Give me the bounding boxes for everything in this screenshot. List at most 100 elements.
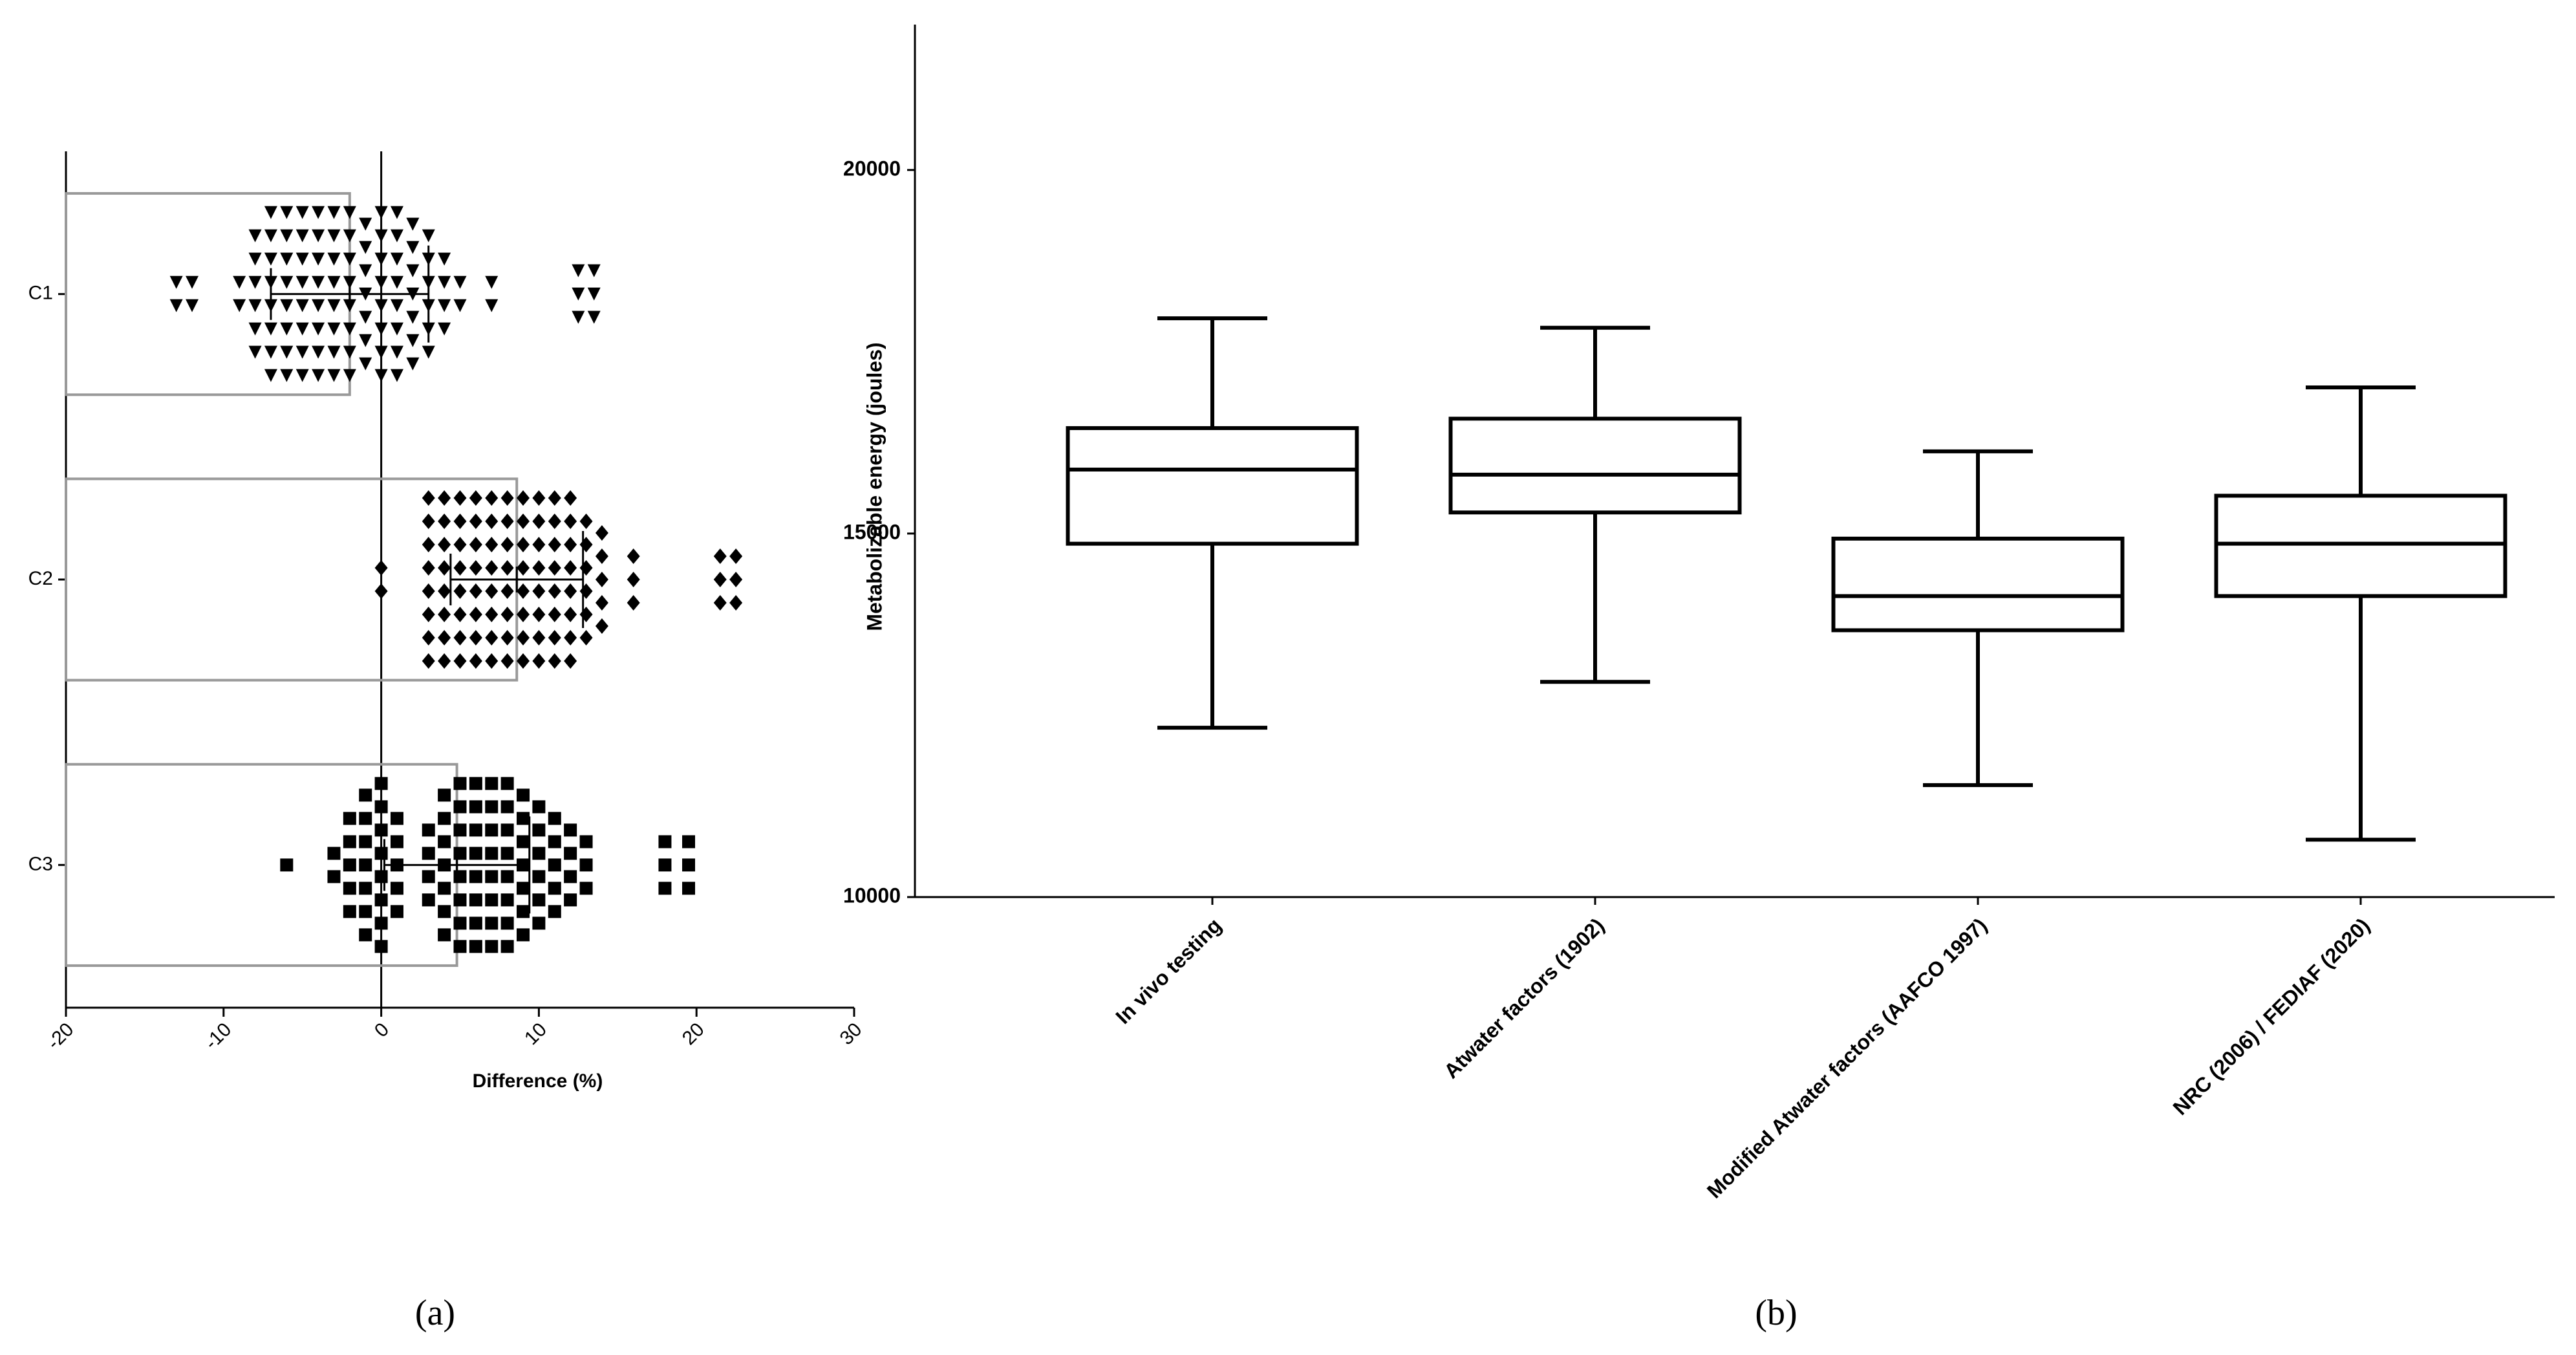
data-point xyxy=(374,583,388,599)
data-point xyxy=(264,322,277,336)
data-point xyxy=(438,322,451,336)
data-point xyxy=(390,206,403,219)
x-tick-label: Atwater factors (1902) xyxy=(1439,913,1609,1083)
data-point xyxy=(469,514,482,529)
data-point xyxy=(390,299,403,312)
data-point xyxy=(548,607,561,622)
data-point xyxy=(548,835,561,849)
data-point xyxy=(327,206,341,219)
data-point xyxy=(579,560,593,576)
data-point xyxy=(422,870,435,883)
x-tick-label: -20 xyxy=(43,1019,78,1054)
data-point xyxy=(485,916,499,930)
data-point xyxy=(374,322,388,336)
data-point xyxy=(280,252,294,266)
data-point xyxy=(595,595,608,611)
data-point xyxy=(422,630,435,645)
data-point xyxy=(438,812,451,825)
data-point xyxy=(406,310,420,324)
data-point xyxy=(500,607,514,622)
data-point xyxy=(572,287,585,301)
data-point xyxy=(587,264,601,277)
data-point xyxy=(374,299,388,312)
data-point xyxy=(406,357,420,371)
data-point xyxy=(532,653,546,669)
data-point xyxy=(374,369,388,382)
data-point xyxy=(374,777,388,790)
data-point xyxy=(469,607,482,622)
data-point xyxy=(485,847,499,860)
data-point xyxy=(280,858,294,872)
data-point xyxy=(500,514,514,529)
data-point xyxy=(327,276,341,289)
data-point xyxy=(438,630,451,645)
data-point xyxy=(359,858,372,872)
data-point xyxy=(548,905,561,918)
data-point xyxy=(469,893,482,907)
data-point xyxy=(729,595,743,611)
data-point xyxy=(682,882,696,895)
data-point xyxy=(548,882,561,895)
data-point xyxy=(327,252,341,266)
data-point xyxy=(532,823,546,837)
data-point xyxy=(312,345,325,359)
x-tick-label: NRC (2006) / FEDIAF (2020) xyxy=(2168,913,2374,1119)
data-point xyxy=(627,595,640,611)
data-point xyxy=(572,264,585,277)
data-point xyxy=(248,229,262,243)
data-point xyxy=(587,287,601,301)
data-point xyxy=(517,653,530,669)
data-point xyxy=(453,607,467,622)
data-point xyxy=(532,893,546,907)
data-point xyxy=(327,229,341,243)
data-point xyxy=(280,299,294,312)
data-point xyxy=(264,369,277,382)
data-point xyxy=(186,276,199,289)
data-point xyxy=(532,607,546,622)
data-point xyxy=(374,823,388,837)
data-point xyxy=(517,607,530,622)
y-tick-label: 20000 xyxy=(843,157,901,180)
data-point xyxy=(532,514,546,529)
data-point xyxy=(438,299,451,312)
data-point xyxy=(453,800,467,814)
data-point xyxy=(729,572,743,587)
data-point xyxy=(453,940,467,953)
data-point xyxy=(186,299,199,312)
data-point xyxy=(327,322,341,336)
data-point xyxy=(548,583,561,599)
data-point xyxy=(422,847,435,860)
data-point xyxy=(548,514,561,529)
data-point xyxy=(469,940,482,953)
data-point xyxy=(500,940,514,953)
data-point xyxy=(343,835,356,849)
data-point xyxy=(438,882,451,895)
data-point xyxy=(532,630,546,645)
data-point xyxy=(548,560,561,576)
data-point xyxy=(517,490,530,506)
panel-b: 10000 15000 20000 Metabolizable energy (jou… xyxy=(843,25,2555,1203)
data-point xyxy=(453,893,467,907)
data-point xyxy=(564,653,577,669)
data-point xyxy=(548,537,561,552)
data-point xyxy=(295,252,309,266)
x-tick-label: 30 xyxy=(836,1019,866,1049)
data-point xyxy=(658,882,672,895)
data-point xyxy=(453,560,467,576)
data-point xyxy=(343,206,356,219)
data-point xyxy=(359,812,372,825)
data-point xyxy=(359,882,372,895)
data-point xyxy=(548,490,561,506)
data-point xyxy=(532,560,546,576)
data-point xyxy=(548,653,561,669)
data-point xyxy=(295,345,309,359)
data-point xyxy=(280,322,294,336)
data-point xyxy=(359,217,372,231)
data-point xyxy=(500,537,514,552)
data-point xyxy=(517,835,530,849)
data-point xyxy=(532,583,546,599)
data-point xyxy=(295,229,309,243)
data-point xyxy=(295,369,309,382)
mean-bar xyxy=(65,477,519,682)
